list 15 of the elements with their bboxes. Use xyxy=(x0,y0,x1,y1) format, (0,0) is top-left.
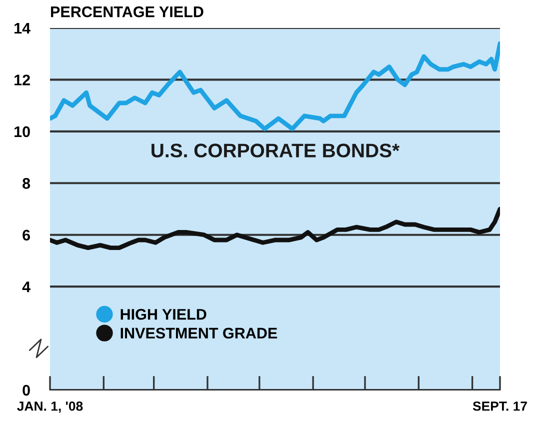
y-axis-title: PERCENTAGE YIELD xyxy=(51,6,204,18)
y-tick-label: 6 xyxy=(22,230,30,241)
y-tick-label: 0 xyxy=(22,384,30,396)
x-tick-label: JAN. 1, '08 xyxy=(17,401,83,413)
legend-label: INVESTMENT GRADE xyxy=(120,328,278,339)
line-series xyxy=(50,206,500,250)
y-tick-label: 14 xyxy=(14,23,30,34)
y-tick-label: 4 xyxy=(22,282,30,292)
text: U.S. CORPORATE BONDS* xyxy=(152,144,400,158)
y-tick-label: 12 xyxy=(14,74,30,86)
y-tick-label: 8 xyxy=(22,178,30,189)
y-tick-label: 10 xyxy=(14,126,30,138)
line-series xyxy=(50,41,500,132)
x-tick-label: SEPT. 17 xyxy=(472,401,527,411)
legend-label: HIGH YIELD xyxy=(120,308,206,320)
